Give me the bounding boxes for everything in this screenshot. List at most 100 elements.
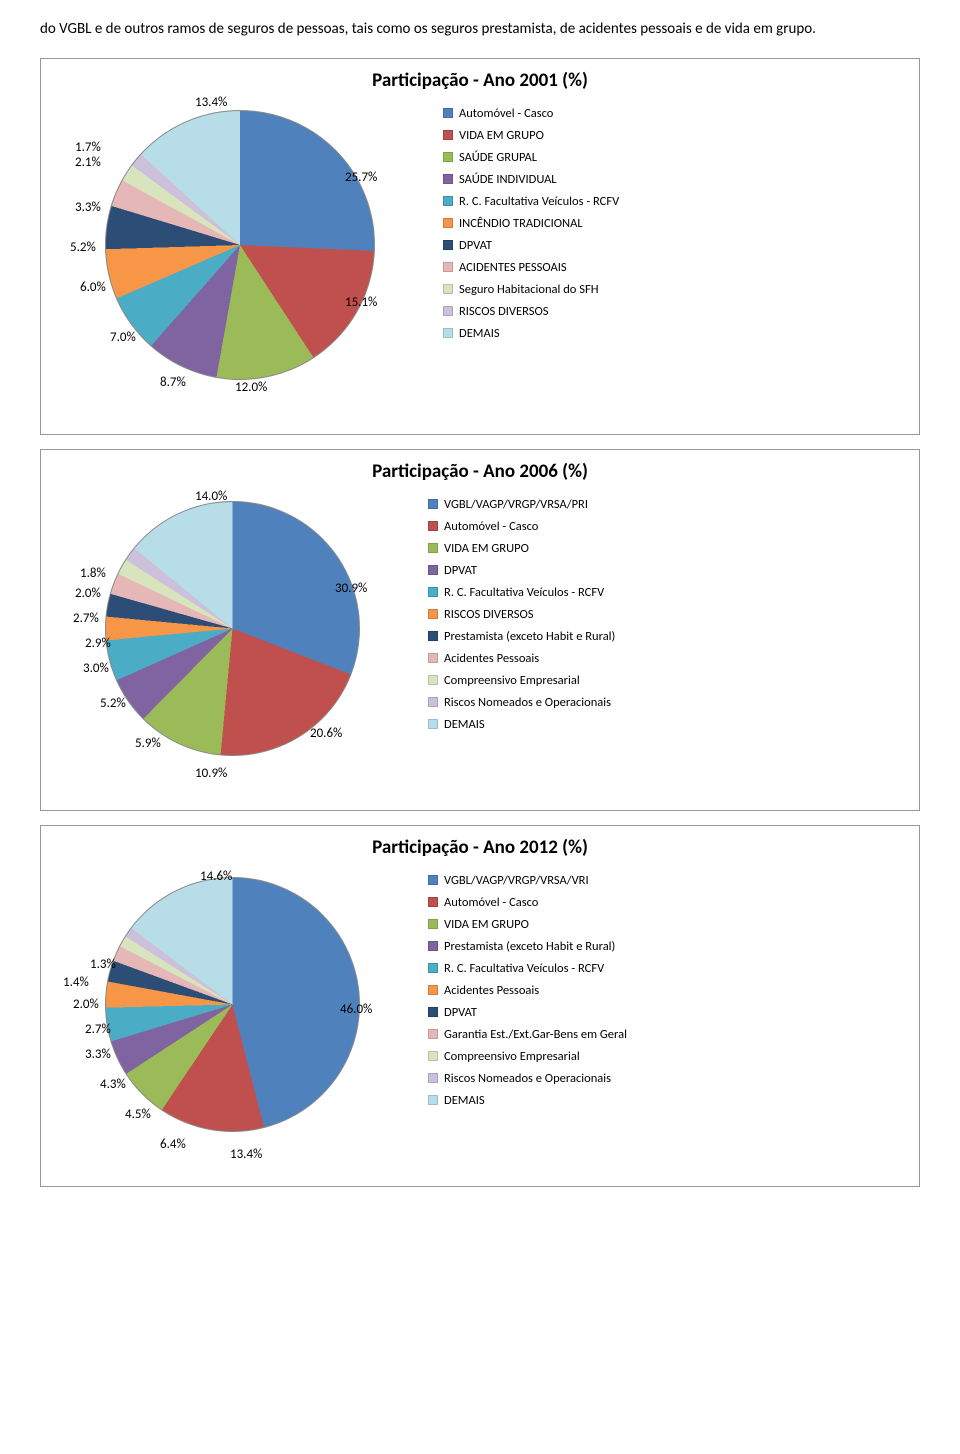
- legend-swatch: [443, 284, 453, 294]
- pct-label: 10.9%: [195, 766, 227, 781]
- legend-item: Compreensivo Empresarial: [428, 1049, 627, 1064]
- legend-item: DEMAIS: [428, 717, 615, 732]
- pct-label: 2.0%: [73, 997, 99, 1012]
- legend-swatch: [428, 565, 438, 575]
- pct-label: 7.0%: [110, 330, 136, 345]
- legend: VGBL/VAGP/VRGP/VRSA/VRI Automóvel - Casco…: [428, 867, 627, 1108]
- legend-label: Acidentes Pessoais: [444, 651, 539, 666]
- pct-label: 12.0%: [235, 380, 267, 395]
- pct-label: 3.3%: [85, 1047, 111, 1062]
- legend-label: R. C. Facultativa Veículos - RCFV: [444, 585, 604, 600]
- legend-label: DPVAT: [444, 563, 477, 578]
- pct-label: 4.3%: [100, 1077, 126, 1092]
- legend-item: DPVAT: [428, 1005, 627, 1020]
- legend-label: VGBL/VAGP/VRGP/VRSA/PRI: [444, 497, 588, 512]
- legend: Automóvel - Casco VIDA EM GRUPO SAÚDE GRUP…: [443, 100, 619, 341]
- legend-swatch: [428, 587, 438, 597]
- legend-label: DEMAIS: [444, 717, 485, 732]
- legend-label: Compreensivo Empresarial: [444, 1049, 580, 1064]
- pct-label: 1.4%: [63, 975, 89, 990]
- legend-label: VGBL/VAGP/VRGP/VRSA/VRI: [444, 873, 589, 888]
- legend-item: RISCOS DIVERSOS: [428, 607, 615, 622]
- legend-label: Acidentes Pessoais: [444, 983, 539, 998]
- legend-swatch: [428, 499, 438, 509]
- legend-item: Acidentes Pessoais: [428, 983, 627, 998]
- pct-label: 2.1%: [75, 155, 101, 170]
- pct-label: 15.1%: [345, 295, 377, 310]
- legend-item: INCÊNDIO TRADICIONAL: [443, 216, 619, 231]
- legend-item: Riscos Nomeados e Operacionais: [428, 695, 615, 710]
- legend-item: Garantia Est./Ext.Gar-Bens em Geral: [428, 1027, 627, 1042]
- legend-item: Riscos Nomeados e Operacionais: [428, 1071, 627, 1086]
- legend-swatch: [428, 1007, 438, 1017]
- legend-label: ACIDENTES PESSOAIS: [459, 260, 567, 275]
- legend-item: SAÚDE INDIVIDUAL: [443, 172, 619, 187]
- legend-item: DPVAT: [443, 238, 619, 253]
- legend-item: VGBL/VAGP/VRGP/VRSA/PRI: [428, 497, 615, 512]
- legend-item: Acidentes Pessoais: [428, 651, 615, 666]
- legend-item: VIDA EM GRUPO: [428, 541, 615, 556]
- legend-item: Automóvel - Casco: [443, 106, 619, 121]
- legend-swatch: [443, 328, 453, 338]
- legend-item: ACIDENTES PESSOAIS: [443, 260, 619, 275]
- legend-label: INCÊNDIO TRADICIONAL: [459, 216, 583, 231]
- legend-label: RISCOS DIVERSOS: [459, 304, 549, 319]
- legend-item: R. C. Facultativa Veículos - RCFV: [443, 194, 619, 209]
- legend-swatch: [428, 1095, 438, 1105]
- pct-label: 4.5%: [125, 1107, 151, 1122]
- legend-item: RISCOS DIVERSOS: [443, 304, 619, 319]
- chart-title: Participação - Ano 2012 (%): [55, 836, 905, 859]
- legend-swatch: [443, 152, 453, 162]
- legend-label: Riscos Nomeados e Operacionais: [444, 695, 611, 710]
- legend-label: Garantia Est./Ext.Gar-Bens em Geral: [444, 1027, 627, 1042]
- pie-area: 46.0%13.4%6.4%4.5%4.3%3.3%2.7%2.0%1.4%1.…: [55, 867, 410, 1172]
- legend-label: Automóvel - Casco: [459, 106, 553, 121]
- pct-label: 3.0%: [83, 661, 109, 676]
- legend: VGBL/VAGP/VRGP/VRSA/PRI Automóvel - Casco…: [428, 491, 615, 732]
- legend-item: SAÚDE GRUPAL: [443, 150, 619, 165]
- legend-label: VIDA EM GRUPO: [444, 917, 529, 932]
- legend-swatch: [443, 196, 453, 206]
- legend-swatch: [428, 897, 438, 907]
- legend-swatch: [443, 240, 453, 250]
- legend-item: R. C. Facultativa Veículos - RCFV: [428, 961, 627, 976]
- legend-swatch: [428, 919, 438, 929]
- chart-box: Participação - Ano 2012 (%)46.0%13.4%6.4…: [40, 825, 920, 1187]
- pct-label: 5.9%: [135, 736, 161, 751]
- legend-label: VIDA EM GRUPO: [459, 128, 544, 143]
- legend-swatch: [428, 631, 438, 641]
- chart-body: 30.9%20.6%10.9%5.9%5.2%3.0%2.9%2.7%2.0%1…: [55, 491, 905, 796]
- legend-item: VGBL/VAGP/VRGP/VRSA/VRI: [428, 873, 627, 888]
- pct-label: 3.3%: [75, 200, 101, 215]
- legend-label: SAÚDE GRUPAL: [459, 150, 537, 165]
- pie-area: 25.7%15.1%12.0%8.7%7.0%6.0%5.2%3.3%2.1%1…: [55, 100, 425, 420]
- legend-label: VIDA EM GRUPO: [444, 541, 529, 556]
- pct-label: 25.7%: [345, 170, 377, 185]
- pct-label: 30.9%: [335, 581, 367, 596]
- legend-swatch: [443, 174, 453, 184]
- pct-label: 1.7%: [75, 140, 101, 155]
- legend-label: R. C. Facultativa Veículos - RCFV: [459, 194, 619, 209]
- legend-item: Automóvel - Casco: [428, 895, 627, 910]
- legend-label: Prestamista (exceto Habit e Rural): [444, 939, 615, 954]
- legend-swatch: [443, 262, 453, 272]
- legend-item: VIDA EM GRUPO: [428, 917, 627, 932]
- chart-body: 46.0%13.4%6.4%4.5%4.3%3.3%2.7%2.0%1.4%1.…: [55, 867, 905, 1172]
- pct-label: 2.7%: [73, 611, 99, 626]
- legend-swatch: [428, 521, 438, 531]
- legend-item: Automóvel - Casco: [428, 519, 615, 534]
- legend-swatch: [428, 697, 438, 707]
- legend-label: Riscos Nomeados e Operacionais: [444, 1071, 611, 1086]
- legend-item: Seguro Habitacional do SFH: [443, 282, 619, 297]
- legend-swatch: [443, 108, 453, 118]
- legend-label: DPVAT: [459, 238, 492, 253]
- pct-label: 46.0%: [340, 1002, 372, 1017]
- legend-item: Compreensivo Empresarial: [428, 673, 615, 688]
- legend-swatch: [428, 985, 438, 995]
- pct-label: 2.7%: [85, 1022, 111, 1037]
- legend-item: VIDA EM GRUPO: [443, 128, 619, 143]
- pct-label: 14.0%: [195, 489, 227, 504]
- chart-box: Participação - Ano 2001 (%)25.7%15.1%12.…: [40, 58, 920, 435]
- legend-item: DPVAT: [428, 563, 615, 578]
- pct-label: 6.0%: [80, 280, 106, 295]
